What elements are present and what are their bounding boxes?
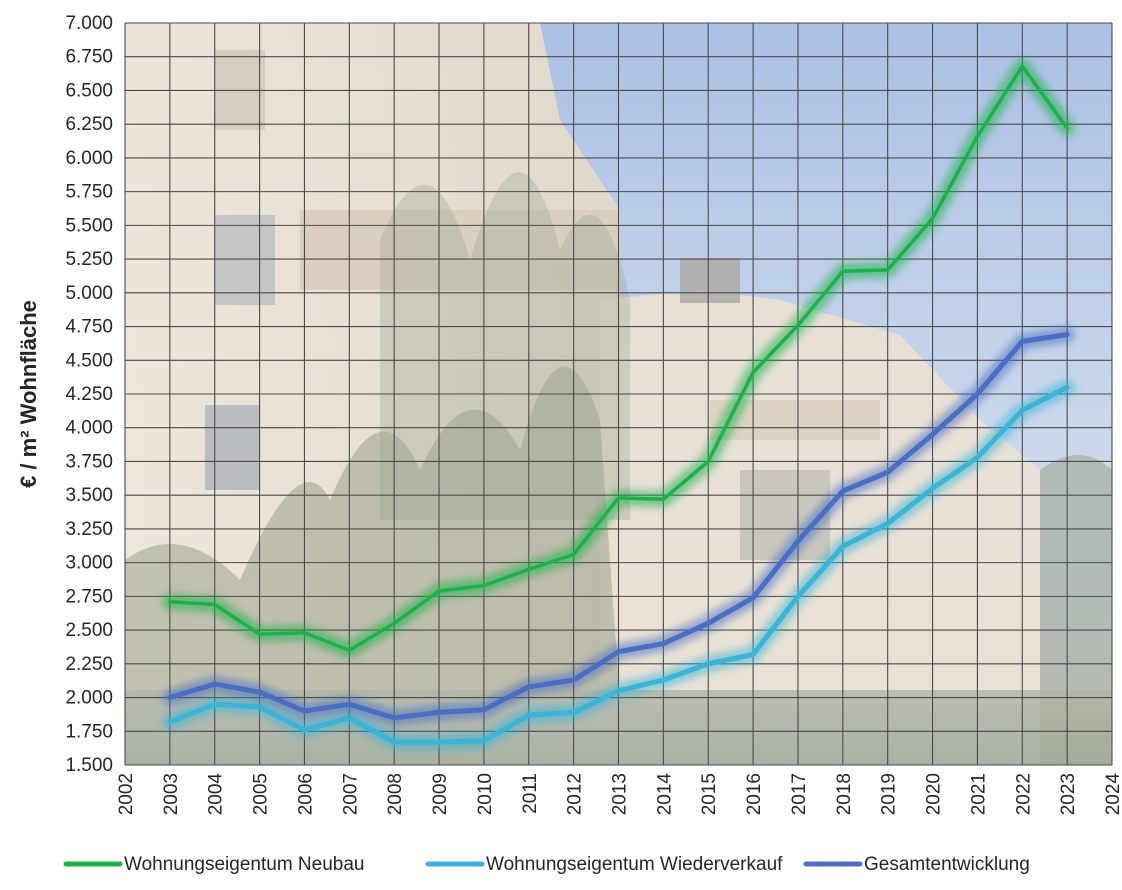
y-tick-label: 1.500 <box>65 755 113 776</box>
x-tick-label: 2015 <box>699 773 720 815</box>
series-line-3 <box>167 332 1070 721</box>
y-tick-label: 6.000 <box>65 148 113 169</box>
x-tick-label: 2021 <box>968 773 989 815</box>
y-axis-ticks: 1.500 1.750 2.000 2.250 2.500 2.750 3.000 3.250… <box>65 13 113 776</box>
x-tick-label: 2013 <box>610 773 631 815</box>
y-tick-label: 7.000 <box>65 13 113 34</box>
y-tick-label: 4.000 <box>65 418 113 439</box>
y-tick-label: 2.250 <box>65 654 113 675</box>
x-tick-label: 2012 <box>565 773 586 815</box>
y-tick-label: 1.750 <box>65 721 113 742</box>
x-tick-label: 2009 <box>430 773 451 815</box>
series-line-2 <box>167 384 1070 745</box>
y-tick-label: 5.000 <box>65 283 113 304</box>
x-tick-label: 2020 <box>924 773 945 815</box>
x-tick-label: 2016 <box>744 773 765 815</box>
x-tick-label: 2023 <box>1058 773 1079 815</box>
x-tick-label: 2008 <box>385 773 406 815</box>
legend-label: Gesamtentwicklung <box>864 854 1030 875</box>
x-axis-ticks: 2002 2003 2004 2005 2006 2007 2008 2009 2010 2011… <box>116 773 1122 816</box>
x-tick-label: 2019 <box>879 773 900 815</box>
y-tick-label: 3.750 <box>65 451 113 472</box>
y-tick-label: 2.750 <box>65 586 113 607</box>
y-tick-label: 2.000 <box>65 688 113 709</box>
x-tick-label: 2007 <box>340 773 361 815</box>
y-tick-label: 3.250 <box>65 519 113 540</box>
x-tick-label: 2018 <box>834 773 855 815</box>
series-line-1 <box>168 64 1069 653</box>
y-tick-label: 3.000 <box>65 553 113 574</box>
y-tick-label: 4.750 <box>65 317 113 338</box>
y-tick-label: 4.500 <box>65 350 113 371</box>
y-tick-label: 5.500 <box>65 215 113 236</box>
gridlines <box>124 22 1113 766</box>
y-tick-label: 3.500 <box>65 485 113 506</box>
x-tick-label: 2024 <box>1103 773 1122 816</box>
y-tick-label: 6.500 <box>65 80 113 101</box>
y-tick-label: 6.750 <box>65 47 113 68</box>
x-tick-label: 2006 <box>295 773 316 815</box>
y-tick-label: 2.500 <box>65 620 113 641</box>
x-tick-label: 2005 <box>251 773 272 815</box>
x-tick-label: 2017 <box>789 773 810 815</box>
legend: Wohnungseigentum Neubau Wohnungseigentum … <box>63 854 1030 875</box>
x-tick-label: 2011 <box>520 773 541 814</box>
y-tick-label: 5.250 <box>65 249 113 270</box>
legend-label: Wohnungseigentum Wiederverkauf <box>486 854 783 875</box>
series-lines <box>161 58 1076 751</box>
x-tick-label: 2022 <box>1013 773 1034 815</box>
x-tick-label: 2014 <box>654 773 675 816</box>
y-axis-label: € / m² Wohnfläche <box>16 300 41 488</box>
x-tick-label: 2010 <box>475 773 496 815</box>
x-tick-label: 2002 <box>116 773 137 815</box>
x-tick-label: 2003 <box>161 773 182 815</box>
legend-label: Wohnungseigentum Neubau <box>124 854 365 875</box>
y-tick-label: 4.250 <box>65 384 113 405</box>
x-tick-label: 2004 <box>206 773 227 816</box>
y-tick-label: 5.750 <box>65 182 113 203</box>
y-tick-label: 6.250 <box>65 114 113 135</box>
